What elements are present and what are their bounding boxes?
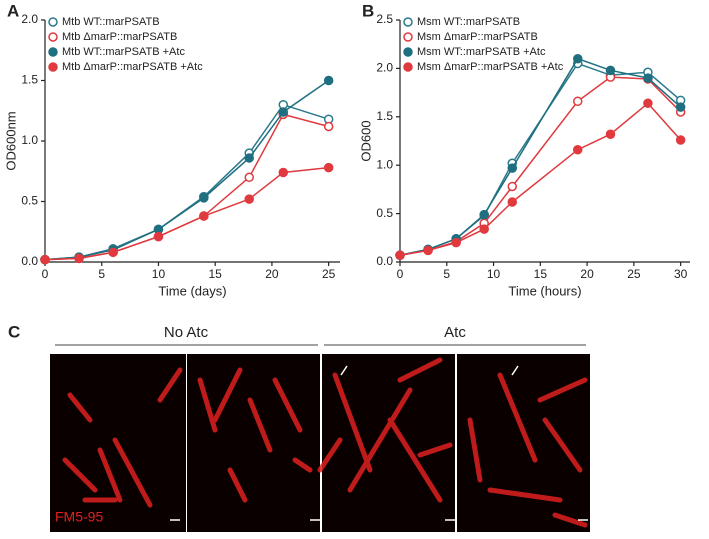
data-point xyxy=(572,53,583,64)
x-axis-label: Time (days) xyxy=(158,283,226,298)
legend-label: Msm WT::marPSATB +Atc xyxy=(417,46,546,58)
x-tick-label: 20 xyxy=(265,267,279,281)
legend-marker xyxy=(48,47,58,57)
legend-marker xyxy=(403,62,413,72)
data-point xyxy=(572,96,583,107)
data-point xyxy=(323,162,334,173)
series-line xyxy=(399,57,682,256)
legend-label: Mtb WT::marPSATB +Atc xyxy=(62,46,185,58)
data-point xyxy=(199,211,209,221)
x-tick-label: 15 xyxy=(209,267,223,281)
data-point xyxy=(675,135,686,145)
panel-label: C xyxy=(8,322,20,341)
series-line xyxy=(399,76,682,256)
series-line xyxy=(44,113,329,261)
series-line xyxy=(44,166,329,261)
data-point xyxy=(108,247,118,258)
legend-marker xyxy=(403,17,413,27)
data-point xyxy=(605,65,616,76)
y-tick-label: 0.5 xyxy=(21,194,38,208)
legend-marker xyxy=(48,17,58,27)
data-point xyxy=(643,98,653,108)
x-tick-label: 5 xyxy=(98,267,105,281)
legend-label: Mtb ΔmarP::marPSATB +Atc xyxy=(62,61,203,73)
data-point xyxy=(244,172,254,183)
y-tick-label: 2.0 xyxy=(376,61,393,75)
legend-marker xyxy=(403,47,413,57)
y-axis-label: OD600nm xyxy=(3,111,18,170)
x-tick-label: 0 xyxy=(397,267,404,281)
y-axis-label: OD600 xyxy=(358,120,373,161)
data-point xyxy=(395,250,405,260)
data-point xyxy=(507,181,518,192)
y-tick-label: 1.0 xyxy=(376,157,393,171)
x-tick-label: 25 xyxy=(322,267,336,281)
data-point xyxy=(675,102,686,112)
stain-label: FM5-95 xyxy=(55,509,103,525)
data-point xyxy=(323,121,334,132)
data-point xyxy=(507,163,518,173)
x-tick-label: 30 xyxy=(674,267,688,281)
data-point xyxy=(572,144,583,155)
y-tick-label: 0.0 xyxy=(376,254,393,268)
legend-label: Mtb ΔmarP::marPSATB xyxy=(62,31,177,43)
x-tick-label: 0 xyxy=(42,267,49,281)
panel-label: B xyxy=(362,1,374,20)
data-point xyxy=(479,224,489,234)
y-tick-label: 2.5 xyxy=(376,12,393,26)
y-tick-label: 1.0 xyxy=(21,133,38,147)
series-line xyxy=(399,102,682,256)
data-point xyxy=(507,197,518,207)
data-point xyxy=(423,245,433,256)
data-point xyxy=(74,253,84,264)
series-line xyxy=(44,79,330,261)
x-tick-label: 20 xyxy=(580,267,594,281)
legend-label: Msm ΔmarP::marPSATB xyxy=(417,31,538,43)
data-point xyxy=(278,167,289,178)
y-tick-label: 1.5 xyxy=(376,109,393,123)
y-tick-label: 1.5 xyxy=(21,73,38,87)
x-axis-label: Time (hours) xyxy=(508,283,581,298)
data-point xyxy=(199,193,209,203)
group-label: Atc xyxy=(444,324,466,341)
data-point xyxy=(451,237,461,248)
y-tick-label: 2.0 xyxy=(21,12,38,26)
data-point xyxy=(278,107,289,117)
series-line xyxy=(399,62,682,256)
group-label: No Atc xyxy=(164,324,209,341)
legend-label: Msm ΔmarP::marPSATB +Atc xyxy=(417,61,564,73)
data-point xyxy=(643,73,653,83)
y-tick-label: 0.5 xyxy=(376,206,393,220)
legend-label: Msm WT::marPSATB xyxy=(417,16,520,28)
x-tick-label: 10 xyxy=(487,267,501,281)
data-point xyxy=(605,129,616,139)
x-tick-label: 15 xyxy=(534,267,548,281)
x-tick-label: 5 xyxy=(443,267,450,281)
panel-label: A xyxy=(7,1,19,20)
data-point xyxy=(244,153,254,163)
legend-marker xyxy=(48,32,58,42)
series-line xyxy=(44,103,329,261)
legend-label: Mtb WT::marPSATB xyxy=(62,16,160,28)
data-point xyxy=(479,209,489,220)
y-tick-label: 0.0 xyxy=(21,254,38,268)
legend-marker xyxy=(48,62,58,72)
micrographs xyxy=(50,354,590,532)
legend-marker xyxy=(403,32,413,42)
data-point xyxy=(40,254,50,265)
data-point xyxy=(323,75,334,86)
x-tick-label: 10 xyxy=(152,267,166,281)
x-tick-label: 25 xyxy=(627,267,641,281)
data-point xyxy=(153,231,164,242)
data-point xyxy=(244,194,254,204)
